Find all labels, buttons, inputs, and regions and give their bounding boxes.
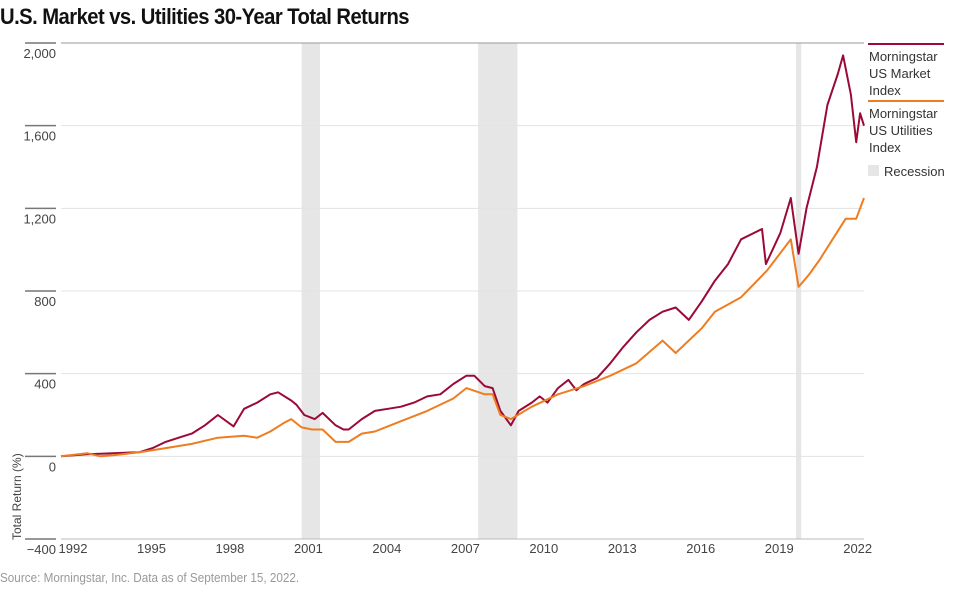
- x-tick-label: 2022: [843, 541, 872, 556]
- legend-label: Index: [869, 83, 901, 98]
- x-tick-label: 2004: [372, 541, 401, 556]
- x-tick-label: 1998: [215, 541, 244, 556]
- legend-swatch-recession: [868, 165, 879, 176]
- x-tick-label: 2001: [294, 541, 323, 556]
- x-tick-label: 2013: [608, 541, 637, 556]
- series-line-market: [60, 54, 865, 458]
- x-tick-label: 2010: [529, 541, 558, 556]
- y-tick-label: 2,000: [23, 46, 56, 61]
- y-tick-label: −400: [27, 542, 56, 557]
- x-tick-label: 2016: [686, 541, 715, 556]
- legend-label: Morningstar: [869, 106, 938, 121]
- y-axis-label: Total Return (%): [10, 453, 24, 540]
- y-tick-label: 0: [49, 459, 56, 474]
- legend-label: US Market: [869, 66, 931, 81]
- x-tick-label: 2019: [765, 541, 794, 556]
- legend-label-recession: Recession: [884, 164, 945, 179]
- x-tick-label: 2007: [451, 541, 480, 556]
- legend-label: US Utilities: [869, 123, 933, 138]
- y-tick-label: 800: [34, 294, 56, 309]
- x-tick-label: 1995: [137, 541, 166, 556]
- legend-label: Index: [869, 140, 901, 155]
- y-tick-label: 1,200: [23, 211, 56, 226]
- legend-label: Morningstar: [869, 49, 938, 64]
- y-tick-label: 400: [34, 377, 56, 392]
- series-line-utilities: [60, 197, 865, 458]
- source-note: Source: Morningstar, Inc. Data as of Sep…: [0, 570, 300, 585]
- x-tick-label: 1992: [59, 541, 88, 556]
- y-tick-label: 1,600: [23, 129, 56, 144]
- chart-title: U.S. Market vs. Utilities 30-Year Total …: [0, 4, 410, 29]
